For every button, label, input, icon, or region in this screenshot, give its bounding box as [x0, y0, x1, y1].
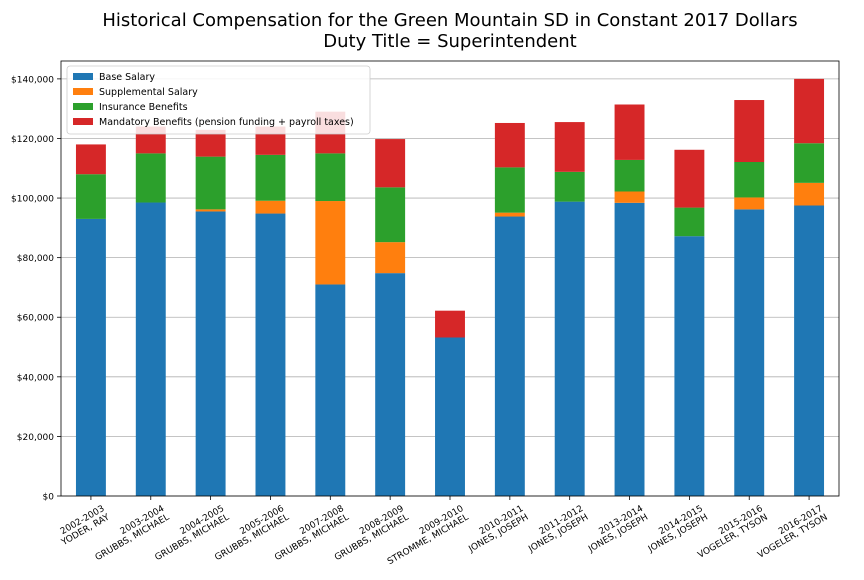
chart-subtitle: Duty Title = Superintendent: [323, 31, 576, 52]
axis-layer: $0 $20,000 $40,000 $60,000 $80,000 $100,000 $1…: [11, 60, 840, 567]
bar-segment-supplemental: [614, 191, 645, 203]
bar-segment-mandatory: [75, 144, 106, 175]
y-tick-label: $120,000: [11, 135, 54, 145]
legend-box: [66, 65, 371, 135]
bar-segment-base: [315, 284, 346, 496]
bar-segment-supplemental: [375, 242, 406, 274]
legend-swatch: [73, 73, 93, 80]
bar-segment-insurance: [195, 156, 226, 210]
bar-segment-mandatory: [554, 122, 585, 172]
bar-segment-base: [195, 211, 226, 496]
bar-segment-base: [435, 337, 465, 496]
bar-segment-base: [614, 202, 645, 497]
bar-segment-supplemental: [494, 212, 525, 217]
bar-segment-base: [255, 213, 286, 496]
chart-title: Historical Compensation for the Green Mo…: [102, 10, 797, 31]
bar-segment-mandatory: [734, 100, 765, 163]
bar-segment-supplemental: [255, 200, 286, 214]
bar-segment-base: [135, 202, 166, 496]
bar-segment-insurance: [614, 159, 645, 192]
y-tick-label: $140,000: [11, 75, 54, 85]
legend-label: Supplemental Salary: [99, 87, 198, 98]
bar-segment-base: [375, 273, 406, 496]
bar-segment-mandatory: [494, 122, 525, 168]
y-tick-label: $40,000: [17, 373, 54, 383]
legend-label: Mandatory Benefits (pension funding + pa…: [99, 117, 354, 128]
legend-label: Insurance Benefits: [99, 102, 188, 113]
bar-segment-supplemental: [794, 182, 825, 206]
y-tick-label: $100,000: [11, 195, 54, 205]
bar-segment-insurance: [794, 143, 825, 183]
bar-segment-base: [734, 209, 765, 496]
bar-segment-base: [554, 201, 585, 497]
bar-segment-insurance: [255, 154, 286, 201]
legend-swatch: [73, 118, 93, 125]
bar-segment-mandatory: [614, 104, 645, 160]
bar-segment-insurance: [375, 187, 406, 243]
bar-segment-mandatory: [375, 139, 406, 188]
y-tick-label: $20,000: [17, 433, 54, 443]
bar-segment-insurance: [135, 153, 166, 203]
bar-segment-insurance: [734, 162, 765, 198]
bar-segment-insurance: [674, 207, 705, 237]
bar-segment-insurance: [315, 153, 346, 202]
bar-segment-insurance: [75, 174, 106, 219]
bar-layer: [75, 78, 825, 497]
bar-segment-mandatory: [794, 78, 825, 144]
legend: Base Salary Supplemental Salary Insurance …: [66, 65, 371, 135]
bar-segment-supplemental: [315, 201, 346, 285]
bar-segment-supplemental: [195, 209, 226, 212]
legend-swatch: [73, 88, 93, 95]
bar-segment-insurance: [554, 171, 585, 202]
bar-segment-base: [494, 216, 525, 496]
legend-swatch: [73, 103, 93, 110]
bar-segment-base: [674, 236, 705, 497]
bar-segment-supplemental: [734, 197, 765, 210]
plot-frame: [60, 60, 840, 497]
y-tick-label: $80,000: [17, 254, 54, 264]
y-tick-label: $0: [43, 493, 55, 503]
bar-segment-mandatory: [674, 149, 705, 208]
bar-segment-insurance: [494, 167, 525, 213]
legend-label: Base Salary: [99, 72, 155, 83]
bar-segment-base: [794, 205, 825, 496]
bar-segment-mandatory: [435, 310, 465, 338]
y-tick-label: $60,000: [17, 314, 54, 324]
bar-segment-base: [75, 218, 106, 497]
